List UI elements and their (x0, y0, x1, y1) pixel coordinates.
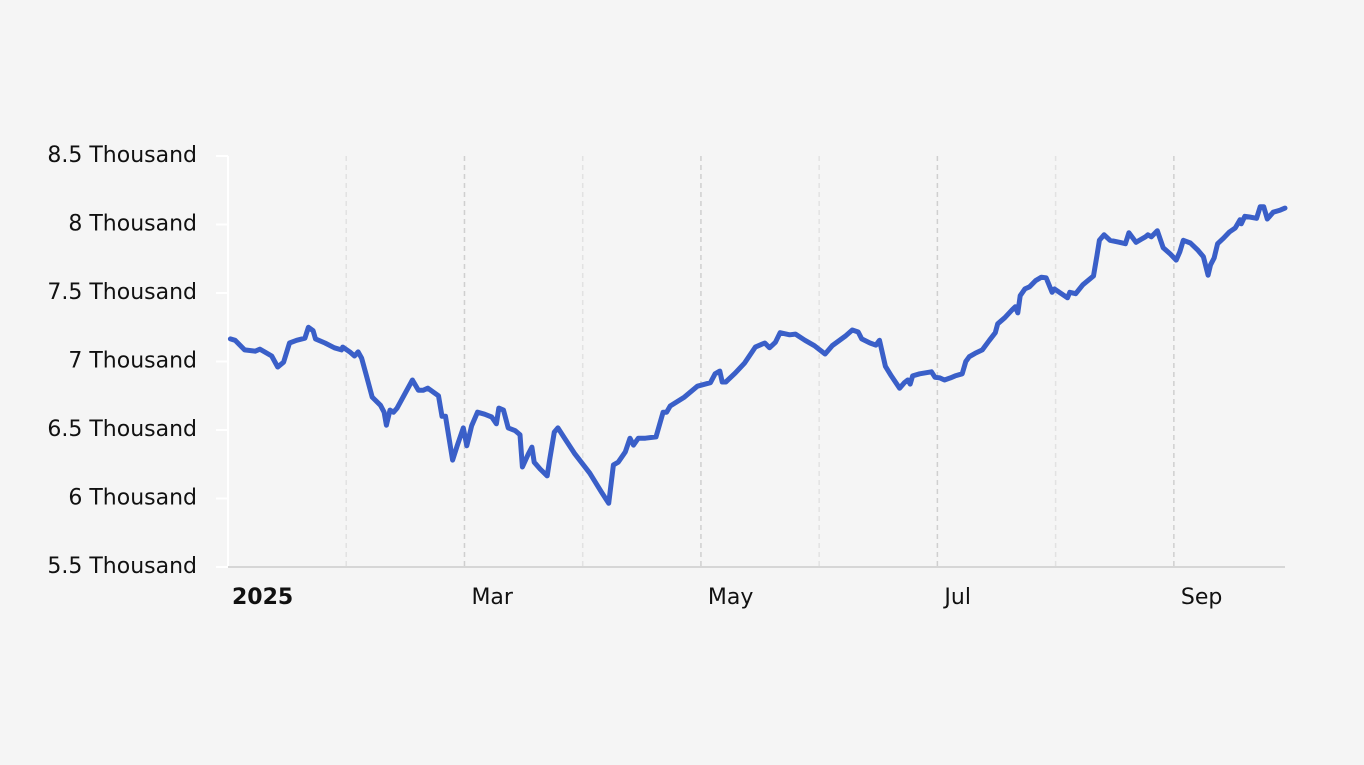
y-tick-label: 7.5 Thousand (47, 280, 197, 305)
y-tick-label: 8.5 Thousand (47, 143, 197, 168)
x-tick-label: Sep (1181, 585, 1222, 610)
y-tick-label: 6.5 Thousand (47, 417, 197, 442)
y-tick-label: 5.5 Thousand (47, 554, 197, 579)
x-tick-label: 2025 (232, 585, 293, 610)
x-tick-label: Jul (942, 585, 971, 610)
x-tick-label: May (708, 585, 753, 610)
y-tick-label: 7 Thousand (68, 349, 197, 374)
y-tick-label: 6 Thousand (68, 486, 197, 511)
line-series (227, 204, 1288, 506)
y-tick-label: 8 Thousand (68, 212, 197, 237)
x-tick-label: Mar (471, 585, 513, 610)
